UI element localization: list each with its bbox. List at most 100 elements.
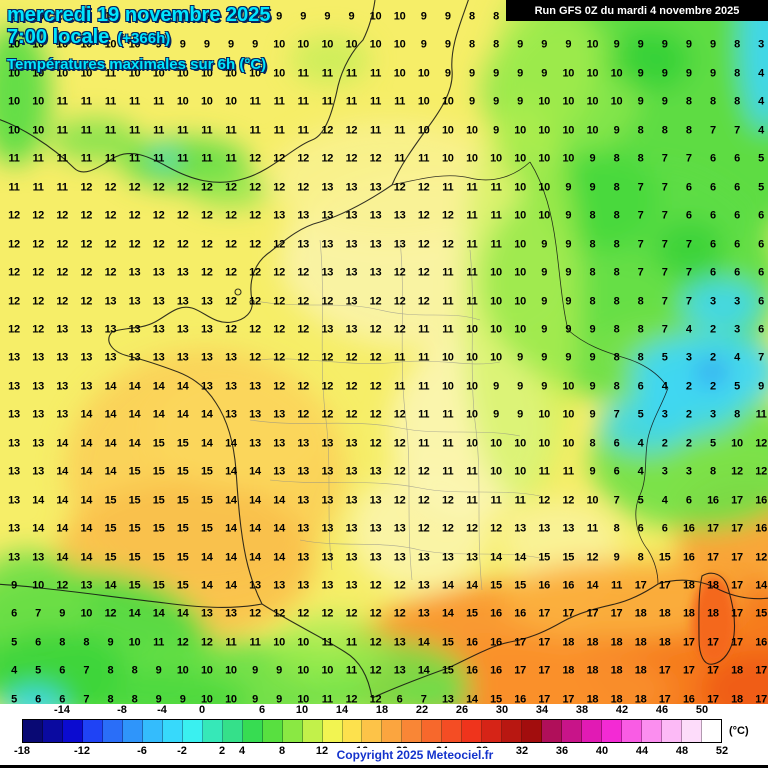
- legend-color-cell: [542, 720, 563, 742]
- temp-value: 13: [345, 465, 358, 478]
- temp-value: 17: [610, 607, 623, 620]
- temp-value: 18: [586, 693, 599, 706]
- temp-value: 12: [273, 152, 285, 165]
- temp-value: 10: [345, 38, 358, 51]
- temp-value: 5: [661, 351, 668, 364]
- legend-color-cell: [62, 720, 83, 742]
- temp-value: 11: [418, 323, 430, 336]
- temp-value: 10: [176, 95, 189, 108]
- temp-value: 9: [11, 579, 17, 592]
- temp-value: 14: [80, 437, 93, 450]
- temp-value: 13: [297, 522, 310, 535]
- temp-value: 7: [661, 152, 668, 165]
- temp-value: 14: [56, 437, 69, 450]
- legend-color-cell: [102, 720, 123, 742]
- temp-value: 14: [225, 522, 237, 535]
- legend-label: 44: [635, 745, 649, 757]
- temp-value: 12: [297, 351, 310, 364]
- temp-value: 12: [200, 636, 213, 649]
- temp-value: 7: [637, 181, 644, 194]
- temp-value: 8: [589, 209, 596, 222]
- temp-value: 10: [56, 67, 69, 80]
- temp-value: 3: [709, 295, 716, 307]
- temp-value: 6: [709, 266, 716, 279]
- temp-value: 11: [514, 494, 526, 507]
- temp-value: 11: [225, 124, 237, 137]
- legend-top-labels: -14 -8 -4 0 6 10 14 18 22 26 30 34 38 42 46 50: [0, 705, 768, 718]
- temp-value: 10: [562, 437, 575, 450]
- temp-value: 12: [441, 494, 454, 507]
- temp-value: 12: [56, 579, 69, 592]
- temp-value: 10: [538, 152, 551, 165]
- temp-value: 15: [176, 494, 189, 507]
- temp-value: 8: [734, 408, 740, 421]
- temp-value: 18: [682, 607, 695, 620]
- copyright-link[interactable]: Copyright 2025 Meteociel.fr: [328, 748, 502, 762]
- temp-value: 12: [56, 209, 69, 222]
- date-title: mercredi 19 novembre 2025: [7, 4, 271, 26]
- temp-value: 16: [490, 636, 502, 649]
- temp-value: 7: [685, 238, 692, 251]
- temp-value: 13: [297, 209, 310, 222]
- england-coastline: [0, 0, 376, 183]
- temp-value: 9: [758, 380, 765, 393]
- temp-value: 12: [417, 238, 430, 251]
- temp-value: 12: [369, 351, 382, 364]
- temp-value: 13: [369, 266, 382, 279]
- temp-value: 12: [152, 238, 165, 251]
- temp-value: 9: [565, 181, 572, 194]
- temp-value: 18: [634, 607, 647, 620]
- temp-value: 11: [56, 152, 68, 165]
- temp-value: 13: [321, 323, 334, 336]
- temp-value: 12: [731, 465, 743, 478]
- temp-value: 10: [490, 323, 502, 336]
- temp-value: 11: [394, 95, 406, 108]
- temp-value: 13: [32, 380, 44, 393]
- temp-value: 12: [441, 209, 454, 222]
- temp-value: 12: [32, 209, 44, 222]
- temp-value: 14: [152, 607, 165, 620]
- temp-value: 12: [369, 693, 382, 706]
- temp-value: 17: [731, 494, 743, 507]
- temp-value: 9: [468, 67, 475, 80]
- temp-value: 13: [345, 266, 358, 279]
- legend-color-cell: [23, 720, 43, 742]
- legend-label: 26: [455, 704, 469, 716]
- temp-value: 10: [273, 38, 285, 51]
- legend-color-cell: [142, 720, 163, 742]
- temp-value: 10: [586, 124, 599, 137]
- temp-value: 11: [490, 494, 502, 507]
- temp-value: 8: [613, 152, 620, 165]
- temp-value: 9: [589, 152, 596, 165]
- temp-value: 9: [541, 266, 548, 279]
- temp-value: 8: [59, 636, 66, 649]
- temp-value: 7: [758, 351, 765, 364]
- temp-value: 15: [152, 579, 165, 592]
- temp-value: 17: [682, 636, 695, 649]
- temp-value: 12: [273, 238, 285, 251]
- temp-value: 6: [661, 522, 668, 535]
- temp-value: 13: [8, 408, 20, 421]
- temp-value: 12: [104, 209, 117, 222]
- temp-value: 9: [227, 38, 234, 51]
- temp-value: 9: [517, 38, 524, 51]
- temp-value: 13: [321, 522, 334, 535]
- temp-value: 11: [249, 124, 261, 137]
- temp-value: 13: [273, 437, 285, 450]
- temp-value: 11: [153, 152, 165, 165]
- temp-value: 18: [634, 693, 647, 706]
- temp-value: 10: [538, 124, 551, 137]
- temp-value: 14: [104, 380, 117, 393]
- temp-value: 6: [59, 693, 66, 706]
- temp-value: 14: [273, 551, 285, 564]
- temp-value: 12: [369, 295, 382, 307]
- temp-value: 13: [32, 351, 44, 364]
- temp-value: 9: [517, 408, 524, 421]
- temp-value: 8: [589, 238, 596, 251]
- temp-value: 13: [321, 181, 334, 194]
- temp-value: 9: [252, 38, 258, 51]
- temp-value: 14: [441, 579, 454, 592]
- temp-value: 10: [441, 124, 454, 137]
- temp-value: 11: [297, 67, 309, 80]
- temp-value: 13: [200, 351, 213, 364]
